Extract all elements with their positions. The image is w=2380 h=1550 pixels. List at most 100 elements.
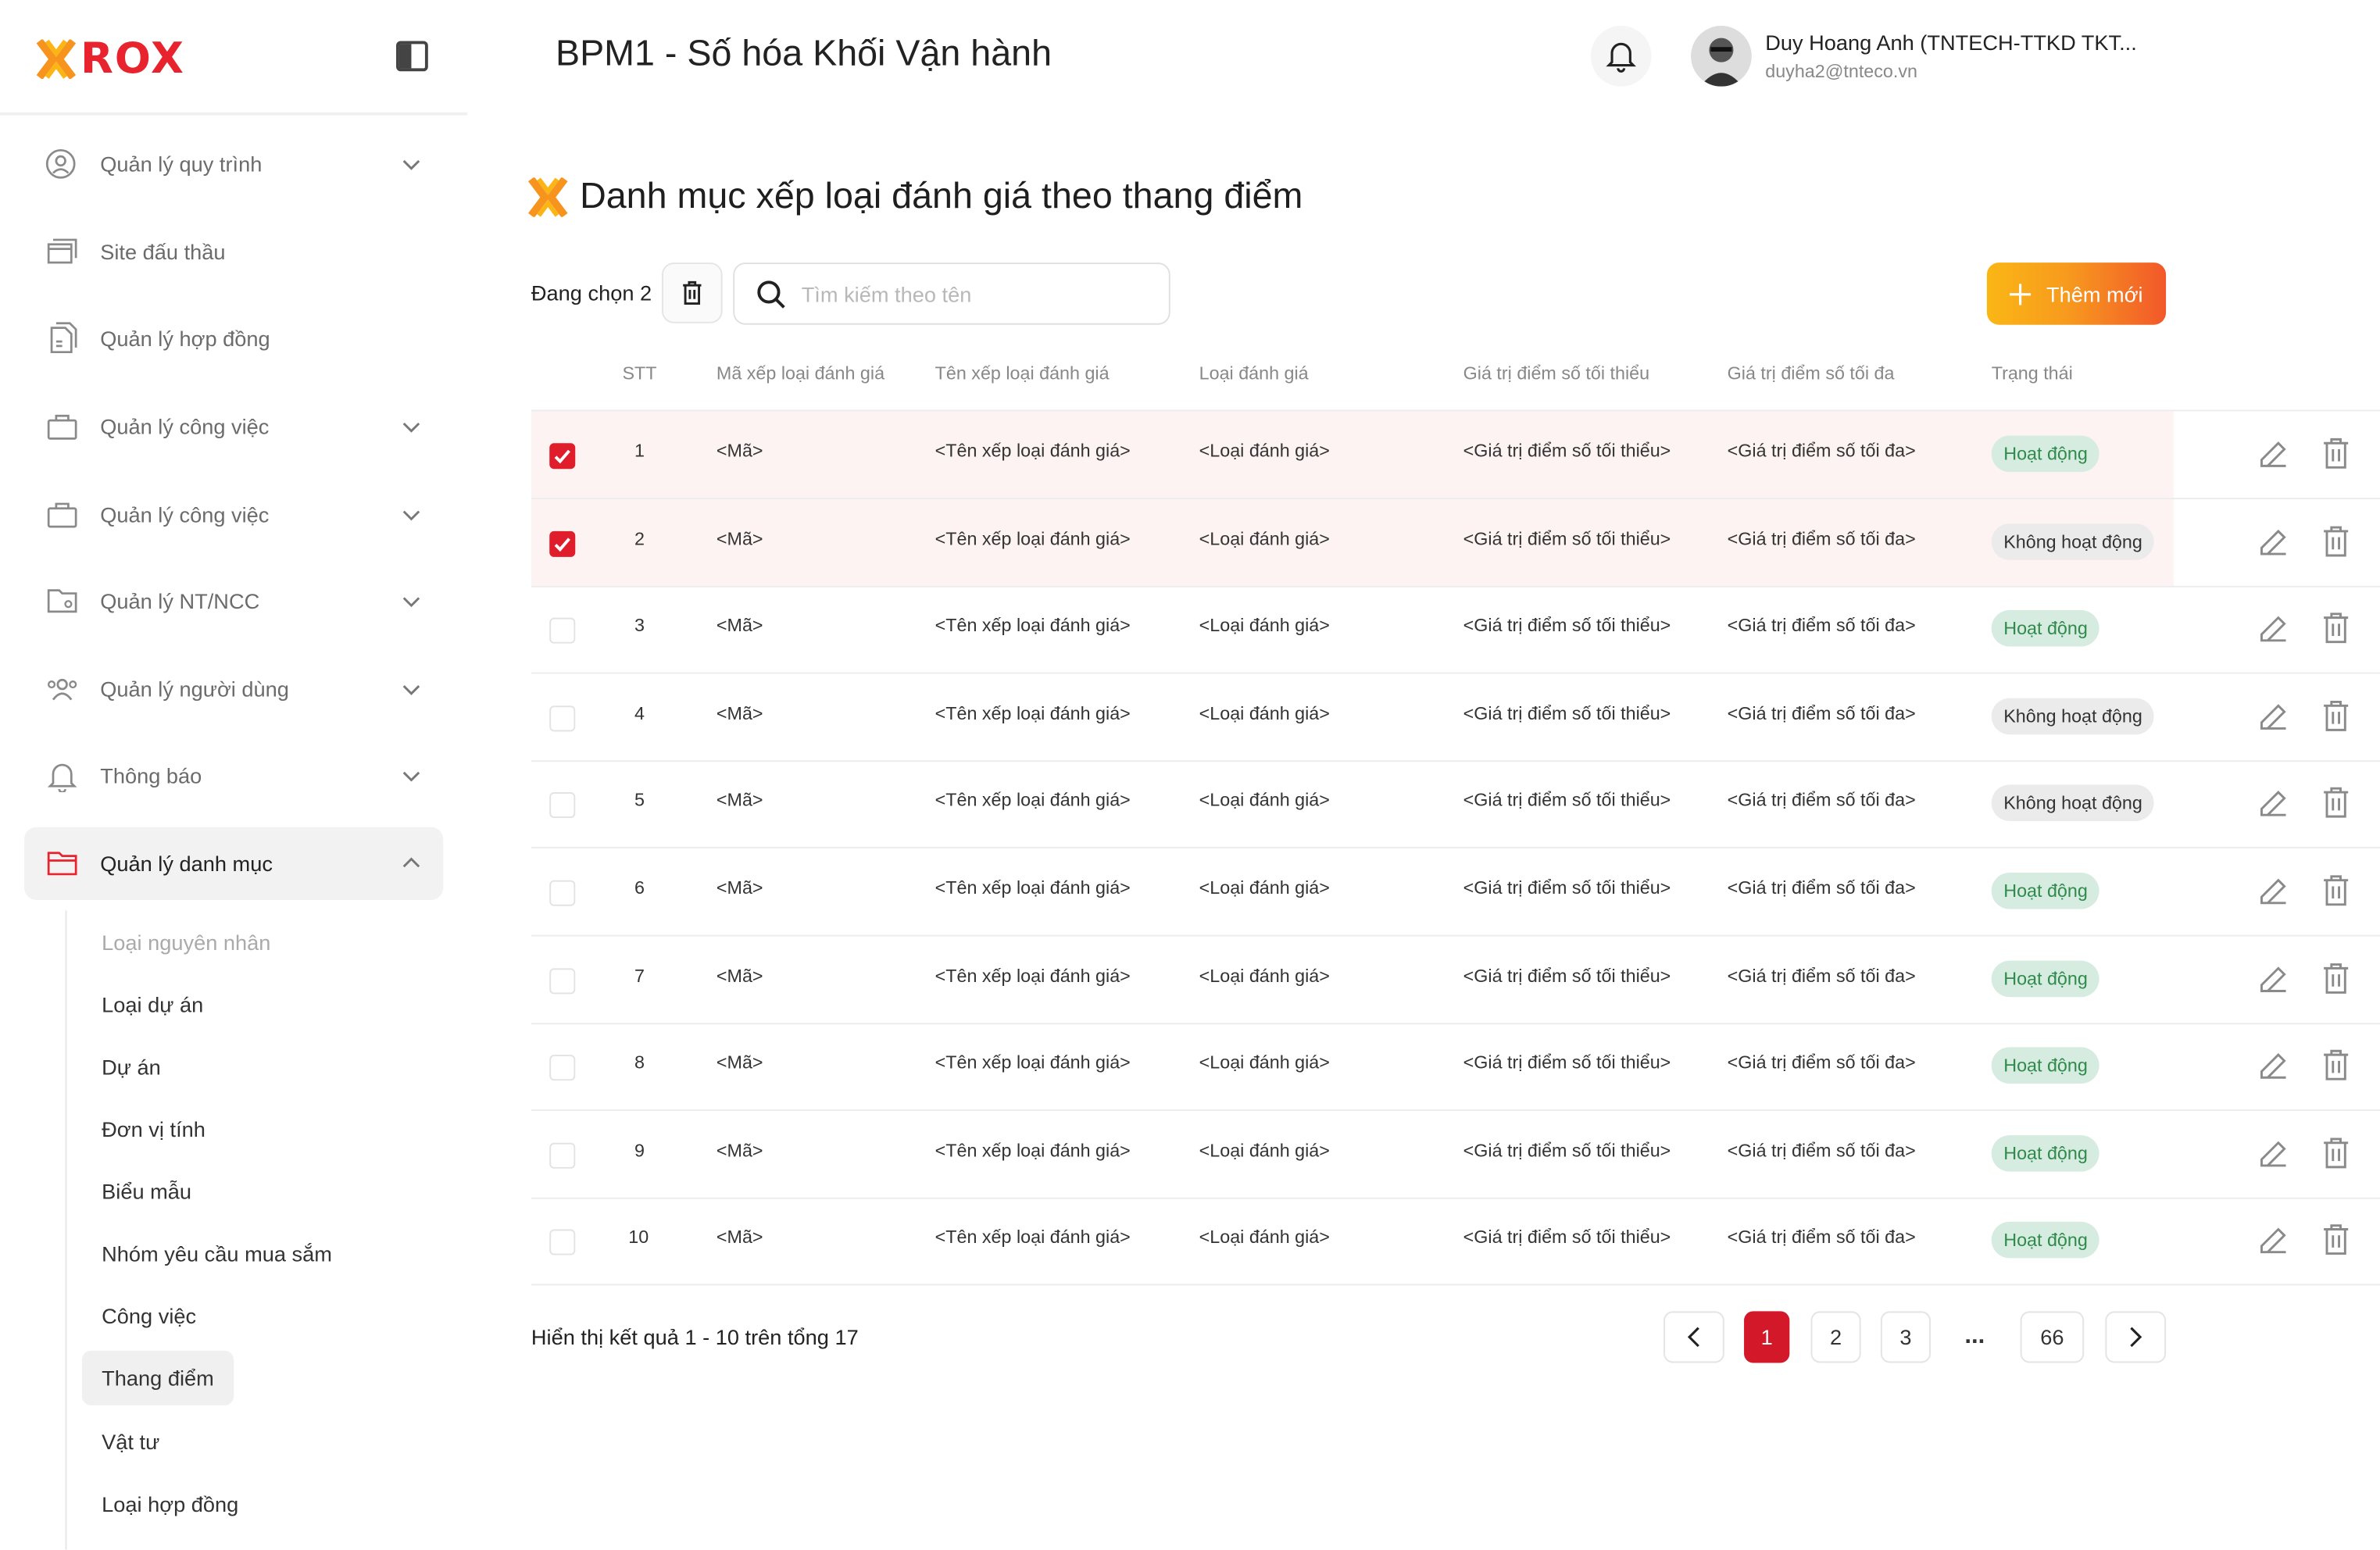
row-checkbox[interactable] <box>549 530 576 557</box>
row-checkbox[interactable] <box>549 618 576 645</box>
delete-icon[interactable] <box>2319 524 2353 558</box>
cell-stt: 9 <box>634 1139 645 1161</box>
table-row[interactable]: 1 <Mã> <Tên xếp loại đánh giá> <Loại đán… <box>531 411 2380 500</box>
row-checkbox[interactable] <box>549 792 576 819</box>
table-row[interactable]: 3 <Mã> <Tên xếp loại đánh giá> <Loại đán… <box>531 586 2380 674</box>
status-badge: Không hoạt động <box>1991 698 2155 734</box>
edit-icon[interactable] <box>2257 612 2291 645</box>
delete-icon[interactable] <box>2319 874 2353 908</box>
submenu-item[interactable]: Vật tư <box>102 1429 160 1455</box>
submenu-item[interactable]: Loại nguyên nhân <box>102 930 271 955</box>
cell-max: <Giá trị điểm số tối đa> <box>1727 615 1916 637</box>
row-checkbox[interactable] <box>549 443 576 470</box>
cell-code: <Mã> <box>716 1139 763 1161</box>
sidebar-item-4[interactable]: Quản lý công việc <box>24 390 443 462</box>
status-badge: Hoạt động <box>1991 1134 2100 1172</box>
sidebar-toggle-icon[interactable] <box>396 41 428 72</box>
cell-max: <Giá trị điểm số tối đa> <box>1727 789 1916 812</box>
edit-icon[interactable] <box>2257 1049 2291 1083</box>
header-code: Mã xếp loại đánh giá <box>716 362 885 384</box>
table-row[interactable]: 2 <Mã> <Tên xếp loại đánh giá> <Loại đán… <box>531 498 2380 587</box>
cell-max: <Giá trị điểm số tối đa> <box>1727 964 1916 986</box>
cell-code: <Mã> <box>716 527 763 549</box>
row-checkbox[interactable] <box>549 880 576 906</box>
cell-stt: 1 <box>634 440 645 462</box>
delete-icon[interactable] <box>2319 787 2353 820</box>
table-row[interactable]: 7 <Mã> <Tên xếp loại đánh giá> <Loại đán… <box>531 936 2380 1024</box>
delete-icon[interactable] <box>2319 1049 2353 1083</box>
cell-stt: 2 <box>634 527 645 549</box>
table-row[interactable]: 9 <Mã> <Tên xếp loại đánh giá> <Loại đán… <box>531 1111 2380 1199</box>
search-input[interactable] <box>801 281 1136 306</box>
edit-icon[interactable] <box>2257 437 2291 470</box>
page-1[interactable]: 1 <box>1744 1311 1790 1363</box>
table-row[interactable]: 5 <Mã> <Tên xếp loại đánh giá> <Loại đán… <box>531 761 2380 849</box>
row-checkbox[interactable] <box>549 1055 576 1081</box>
edit-icon[interactable] <box>2257 787 2291 820</box>
cell-code: <Mã> <box>716 1227 763 1248</box>
delete-icon[interactable] <box>2319 612 2353 645</box>
search-box[interactable] <box>733 262 1170 325</box>
sidebar-item-label: Quản lý danh mục <box>100 851 273 876</box>
notification-button[interactable] <box>1590 26 1652 87</box>
bulk-delete-button[interactable] <box>661 262 723 323</box>
selected-count: Đang chọn 2 <box>531 280 652 305</box>
page-title: Danh mục xếp loại đánh giá theo thang đi… <box>528 176 1303 218</box>
header-max: Giá trị điểm số tối đa <box>1727 362 1895 384</box>
table-row[interactable]: 8 <Mã> <Tên xếp loại đánh giá> <Loại đán… <box>531 1023 2380 1112</box>
delete-icon[interactable] <box>2319 1137 2353 1170</box>
sidebar-item-8[interactable]: Thông báo <box>24 739 443 812</box>
edit-icon[interactable] <box>2257 1223 2291 1257</box>
page-2[interactable]: 2 <box>1810 1311 1861 1363</box>
submenu-item[interactable]: Công việc <box>102 1303 197 1328</box>
sidebar-item-1[interactable]: Quản lý quy trình <box>24 127 443 200</box>
page-66[interactable]: 66 <box>2020 1311 2085 1363</box>
cell-stt: 5 <box>634 789 645 812</box>
sidebar-item-5[interactable]: Quản lý công việc <box>24 478 443 551</box>
edit-icon[interactable] <box>2257 874 2291 908</box>
cell-max: <Giá trị điểm số tối đa> <box>1727 702 1916 724</box>
sidebar-item-2[interactable]: Site đấu thầu <box>24 216 443 288</box>
submenu-item[interactable]: Thang điểm <box>81 1350 234 1405</box>
row-checkbox[interactable] <box>549 1230 576 1256</box>
row-checkbox[interactable] <box>549 967 576 994</box>
submenu-item[interactable]: Loại hợp đồng <box>102 1491 239 1516</box>
sidebar-item-7[interactable]: Quản lý người dùng <box>24 652 443 725</box>
delete-icon[interactable] <box>2319 437 2353 470</box>
edit-icon[interactable] <box>2257 962 2291 995</box>
table-row[interactable]: 6 <Mã> <Tên xếp loại đánh giá> <Loại đán… <box>531 848 2380 937</box>
next-page-button[interactable] <box>2105 1311 2167 1363</box>
submenu-item[interactable]: Đơn vị tính <box>102 1116 205 1141</box>
avatar[interactable] <box>1691 26 1752 87</box>
status-badge: Hoạt động <box>1991 959 2100 997</box>
prev-page-button[interactable] <box>1663 1311 1724 1363</box>
submenu-item[interactable]: Loại dự án <box>102 992 204 1017</box>
delete-icon[interactable] <box>2319 1223 2353 1257</box>
submenu-item[interactable]: Dự án <box>102 1055 161 1080</box>
page-3[interactable]: 3 <box>1880 1311 1931 1363</box>
table-row[interactable]: 10 <Mã> <Tên xếp loại đánh giá> <Loại đá… <box>531 1198 2380 1287</box>
row-checkbox[interactable] <box>549 1142 576 1169</box>
edit-icon[interactable] <box>2257 524 2291 558</box>
row-highlight <box>531 411 2174 498</box>
submenu-line <box>65 910 67 1550</box>
row-checkbox[interactable] <box>549 705 576 731</box>
sidebar-item-3[interactable]: Quản lý hợp đồng <box>24 302 443 375</box>
edit-icon[interactable] <box>2257 699 2291 733</box>
header-status: Trạng thái <box>1991 362 2073 384</box>
delete-icon[interactable] <box>2319 699 2353 733</box>
cell-name: <Tên xếp loại đánh giá> <box>934 440 1131 462</box>
table-row[interactable]: 4 <Mã> <Tên xếp loại đánh giá> <Loại đán… <box>531 673 2380 762</box>
edit-icon[interactable] <box>2257 1137 2291 1170</box>
header-type: Loại đánh giá <box>1199 362 1309 384</box>
user-name[interactable]: Duy Hoang Anh (TNTECH-TTKD TKT... <box>1765 30 2137 55</box>
submenu-item[interactable]: Nhóm yêu cầu mua sắm <box>102 1241 332 1266</box>
submenu-item[interactable]: Biểu mẫu <box>102 1179 192 1204</box>
delete-icon[interactable] <box>2319 962 2353 995</box>
page-ellipsis: ... <box>1952 1311 1998 1363</box>
row-highlight <box>531 498 2174 586</box>
cell-stt: 4 <box>634 702 645 724</box>
sidebar-item-9[interactable]: Quản lý danh mục <box>24 827 444 900</box>
add-new-button[interactable]: Thêm mới <box>1986 262 2167 325</box>
sidebar-item-6[interactable]: Quản lý NT/NCC <box>24 565 443 638</box>
